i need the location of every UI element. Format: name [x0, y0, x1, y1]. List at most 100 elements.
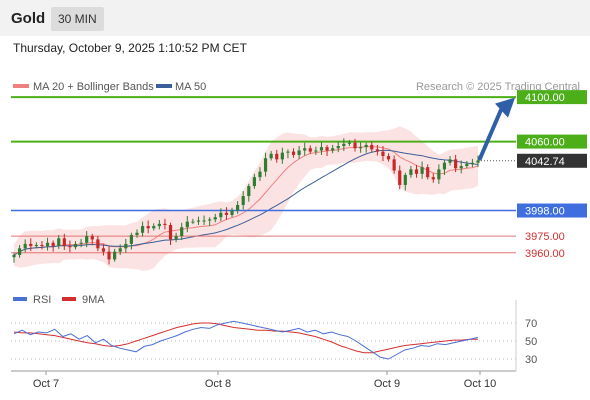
x-label-Oct 8: Oct 8: [205, 378, 231, 390]
candle-body: [364, 144, 368, 148]
candle-body: [263, 158, 268, 172]
legend-label-ma20: MA 20 + Bollinger Bands: [33, 81, 154, 93]
candle-body: [342, 143, 346, 147]
candle-body: [431, 177, 435, 180]
candle-body: [163, 223, 167, 225]
candle-body: [297, 150, 301, 155]
rsi-tick-30: 30: [525, 354, 537, 366]
candle-body: [129, 234, 133, 244]
candle-body: [291, 151, 296, 155]
candle-body: [219, 212, 223, 218]
candle-body: [398, 170, 402, 185]
candle-body: [414, 169, 419, 174]
candle-body: [236, 204, 240, 211]
x-label-Oct 7: Oct 7: [33, 378, 59, 390]
level-label-3998.00: 3998.00: [525, 206, 565, 218]
legend-swatch-rsi: [13, 297, 27, 301]
candle-body: [314, 150, 318, 152]
candle-body: [448, 159, 452, 163]
candle-body: [375, 149, 379, 152]
candle-body: [420, 167, 424, 174]
candle-body: [51, 242, 55, 247]
candle-body: [113, 251, 117, 260]
candle-body: [308, 148, 312, 152]
candle-body: [191, 221, 195, 223]
candle-body: [280, 152, 284, 160]
candle-body: [454, 159, 458, 169]
candle-body: [208, 219, 212, 221]
legend-swatch-9ma: [62, 297, 76, 301]
forecast-arrow-head: [495, 97, 515, 118]
candle-body: [252, 177, 256, 187]
chart-datetime: Thursday, October 9, 2025 1:10:52 PM CET: [13, 41, 247, 55]
candle-body: [347, 142, 352, 144]
level-tag-4100.00: [517, 90, 587, 105]
candle-body: [409, 169, 413, 175]
candle-body: [196, 220, 201, 222]
rsi-tick-50: 50: [525, 336, 537, 348]
level-label-3975.00: 3975.00: [525, 231, 565, 243]
legend-swatch-ma20: [13, 84, 29, 88]
candle-body: [359, 147, 363, 149]
candle-body: [392, 159, 396, 171]
candle-body: [90, 236, 94, 240]
candle-body: [459, 166, 463, 169]
candle-body: [275, 153, 279, 160]
candle-body: [286, 151, 290, 153]
legend-swatch-ma50: [156, 84, 172, 88]
candle-body: [135, 232, 139, 235]
candle-body: [107, 251, 111, 260]
candle-body: [470, 162, 475, 164]
forecast-arrow-shaft: [478, 105, 504, 161]
legend-label-rsi: RSI: [33, 294, 51, 306]
candle-body: [79, 242, 83, 244]
candle-body: [157, 223, 161, 227]
instrument-title: Gold: [11, 10, 46, 27]
candle-body: [12, 254, 16, 258]
candle-body: [370, 144, 374, 150]
candle-body: [426, 167, 430, 178]
candle-body: [213, 217, 217, 220]
level-tag-4060.00: [517, 134, 587, 149]
candle-body: [152, 226, 156, 229]
candle-body: [34, 244, 38, 247]
candle-body: [40, 244, 44, 247]
timeframe-button[interactable]: 30 MIN: [51, 7, 104, 31]
candle-body: [124, 243, 128, 249]
candle-body: [23, 243, 27, 249]
candle-body: [224, 212, 229, 215]
candle-body: [45, 242, 50, 247]
candle-body: [146, 226, 150, 229]
last-price-label: 4042.74: [525, 156, 565, 168]
candle-body: [381, 151, 385, 157]
candle-body: [101, 248, 106, 252]
candle-body: [29, 243, 33, 247]
candles: [12, 138, 480, 265]
candle-body: [258, 171, 262, 178]
candle-body: [230, 210, 234, 215]
candle-body: [202, 220, 206, 222]
x-label-Oct 9: Oct 9: [374, 378, 400, 390]
candle-body: [168, 224, 173, 240]
candle-body: [62, 238, 66, 247]
candle-body: [57, 238, 61, 247]
candle-body: [442, 162, 447, 170]
level-label-4060.00: 4060.00: [525, 137, 565, 149]
chart-credit: Research © 2025 Trading Central: [416, 81, 580, 93]
ma50-line: [13, 149, 479, 256]
level-label-4100.00: 4100.00: [525, 92, 565, 104]
candle-body: [96, 239, 100, 249]
candle-body: [476, 160, 480, 163]
candle-body: [68, 246, 72, 248]
level-tag-3998.00: [517, 203, 587, 218]
candle-body: [331, 148, 335, 151]
candle-body: [465, 163, 469, 167]
legend-label-ma50: MA 50: [175, 81, 206, 93]
candle-body: [353, 142, 357, 149]
candle-body: [118, 248, 122, 252]
candle-body: [386, 156, 391, 160]
candle-body: [174, 236, 178, 240]
candle-body: [269, 153, 273, 159]
x-label-Oct 10: Oct 10: [464, 378, 496, 390]
